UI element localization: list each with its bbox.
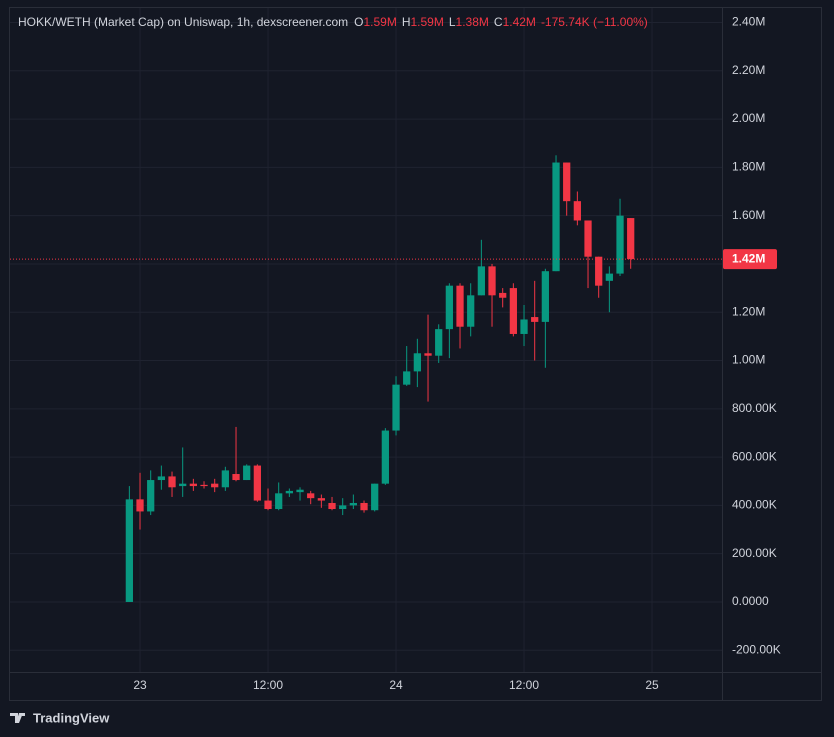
y-tick-label: 2.00M bbox=[732, 111, 765, 125]
x-tick-label: 23 bbox=[133, 678, 147, 692]
ohlc-label: L bbox=[449, 15, 456, 29]
candle-body bbox=[392, 384, 400, 431]
candle-body bbox=[403, 371, 411, 385]
candle-body bbox=[413, 353, 421, 372]
candle-body bbox=[307, 493, 315, 499]
candle-body bbox=[584, 220, 592, 257]
y-tick-label: 1.20M bbox=[732, 304, 765, 318]
x-tick-label: 12:00 bbox=[509, 678, 539, 692]
candle-body bbox=[381, 430, 389, 484]
brand-name: TradingView bbox=[33, 710, 110, 725]
candle-body bbox=[285, 490, 293, 494]
last-price-tag bbox=[723, 249, 777, 270]
y-tick-label: 1.00M bbox=[732, 353, 765, 367]
candle-body bbox=[360, 502, 368, 511]
candle-body bbox=[424, 353, 432, 356]
x-tick-label: 12:00 bbox=[253, 678, 283, 692]
brand-icon bbox=[10, 713, 25, 723]
candle-body bbox=[488, 266, 496, 296]
candle-body bbox=[253, 465, 261, 501]
candle-body bbox=[339, 505, 347, 510]
candle-body bbox=[595, 256, 603, 286]
candle-body bbox=[552, 162, 560, 272]
y-tick-label: 2.20M bbox=[732, 63, 765, 77]
candle-body bbox=[232, 474, 240, 481]
candle-body bbox=[467, 295, 475, 327]
ohlc-change: -175.74K (−11.00%) bbox=[541, 15, 648, 29]
candle-body bbox=[264, 500, 272, 510]
candles bbox=[125, 155, 635, 602]
candle-body bbox=[200, 484, 208, 487]
ohlc-value: 1.59M bbox=[363, 15, 396, 29]
legend-header: HOKK/WETH (Market Cap) on Uniswap, 1h, d… bbox=[18, 15, 648, 29]
candle-body bbox=[520, 319, 528, 334]
ohlc-value: 1.59M bbox=[411, 15, 444, 29]
candle-body bbox=[349, 502, 357, 506]
candle-body bbox=[147, 480, 155, 512]
candle-body bbox=[627, 218, 635, 260]
candle-body bbox=[605, 273, 613, 281]
candle-body bbox=[531, 317, 539, 322]
candle-body bbox=[168, 476, 176, 488]
candle-body bbox=[477, 266, 485, 296]
candle-body bbox=[211, 483, 219, 488]
candle-body bbox=[275, 493, 283, 510]
ohlc-label: H bbox=[402, 15, 411, 29]
candle-body bbox=[243, 465, 251, 481]
candle-body bbox=[136, 499, 144, 512]
candle-body bbox=[221, 470, 229, 488]
y-tick-label: 1.80M bbox=[732, 160, 765, 174]
candle-body bbox=[445, 285, 453, 330]
x-tick-label: 24 bbox=[389, 678, 403, 692]
candle-body bbox=[157, 476, 165, 481]
candle-body bbox=[573, 201, 581, 221]
last-price-label: 1.42M bbox=[732, 251, 765, 265]
y-tick-label: -200.00K bbox=[732, 642, 781, 656]
candle-body bbox=[328, 502, 336, 510]
chart-title: HOKK/WETH (Market Cap) on Uniswap, 1h, d… bbox=[18, 15, 348, 29]
y-tick-label: 1.60M bbox=[732, 208, 765, 222]
y-tick-label: 2.40M bbox=[732, 15, 765, 29]
candle-body bbox=[179, 483, 187, 487]
axes: -200.00K 0.0000 200.00K 400.00K 600.00K 800.0… bbox=[10, 15, 781, 692]
ohlc-label: O bbox=[354, 15, 363, 29]
ohlc-value: 1.42M bbox=[503, 15, 536, 29]
candle-body bbox=[125, 499, 133, 602]
brand-logo: TradingView bbox=[10, 710, 110, 725]
x-tick-label: 25 bbox=[645, 678, 659, 692]
candle-body bbox=[499, 292, 507, 298]
ohlc-value: 1.38M bbox=[456, 15, 489, 29]
candle-body bbox=[435, 329, 443, 356]
grid bbox=[10, 8, 722, 672]
y-tick-label: 200.00K bbox=[732, 546, 777, 560]
candle-body bbox=[456, 285, 464, 327]
chart-frame bbox=[9, 7, 822, 701]
candle-body bbox=[563, 162, 571, 202]
y-tick-label: 600.00K bbox=[732, 449, 777, 463]
candle-body bbox=[541, 271, 549, 322]
candle-body bbox=[317, 498, 325, 501]
y-tick-label: 0.0000 bbox=[732, 594, 769, 608]
candle-body bbox=[616, 215, 624, 274]
y-tick-label: 400.00K bbox=[732, 498, 777, 512]
candle-body bbox=[371, 483, 379, 511]
candle-body bbox=[189, 483, 197, 487]
candle-body bbox=[296, 489, 304, 493]
candle-body bbox=[509, 288, 517, 334]
ohlc-label: C bbox=[494, 15, 503, 29]
y-tick-label: 800.00K bbox=[732, 401, 777, 415]
